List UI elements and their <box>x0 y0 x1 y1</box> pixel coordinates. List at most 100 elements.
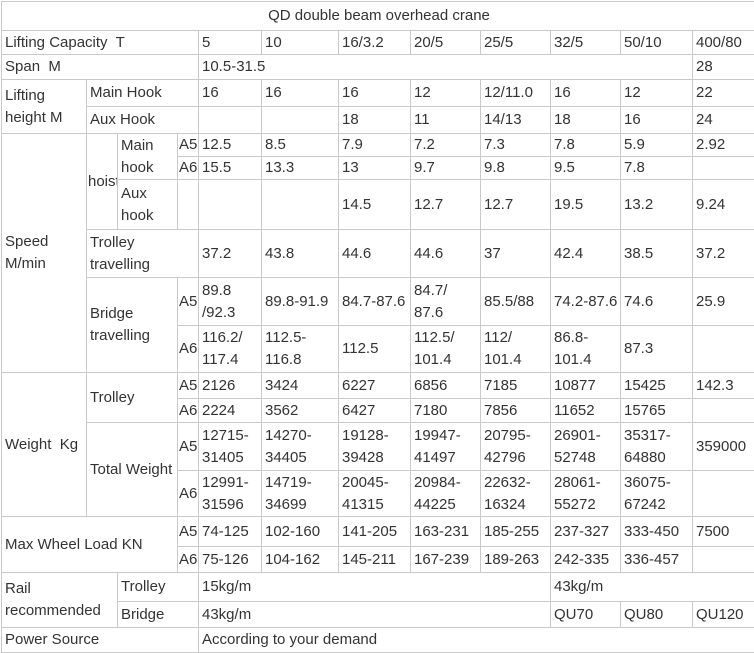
travel-speed-cell <box>693 326 754 373</box>
weight-value-cell: 20984- 44225 <box>411 471 481 517</box>
weight-value-cell: 6227 <box>339 373 411 399</box>
trolley-travelling-row: Trolley travelling 37.2 43.8 44.6 44.6 3… <box>2 230 754 278</box>
capacity-value-cell: 50/10 <box>621 31 693 55</box>
max-wheel-a5-row: Max Wheel Load KN A5 74-125 102-160 141-… <box>2 517 754 547</box>
travel-speed-cell: 87.3 <box>621 326 693 373</box>
rail-bridge-value-cell: 43kg/m <box>199 602 551 628</box>
weight-value-cell: 28061- 55272 <box>551 471 621 517</box>
weight-value-cell: 22632- 16324 <box>481 471 551 517</box>
main-hook-height-row: Lifting height M Main Hook 16 16 16 12 1… <box>2 80 754 107</box>
weight-value-cell: 142.3 <box>693 373 754 399</box>
weight-label-cell: Weight Kg <box>2 373 87 517</box>
travel-speed-cell: 44.6 <box>339 230 411 278</box>
rail-bridge-label-cell: Bridge <box>118 602 199 628</box>
hoist-speed-cell: 13.2 <box>621 180 693 230</box>
main-hook-value-cell: 16 <box>262 80 339 107</box>
wheel-load-cell <box>693 547 754 573</box>
wheel-load-cell: 336-457 <box>621 547 693 573</box>
hoist-label-cell: hoist <box>87 134 118 230</box>
hoist-speed-cell <box>199 180 262 230</box>
wheel-load-cell: 185-255 <box>481 517 551 547</box>
travel-speed-cell: 43.8 <box>262 230 339 278</box>
wheel-load-cell: 104-162 <box>262 547 339 573</box>
total-weight-a5-row: Total Weight A5 12715- 31405 14270- 3440… <box>2 423 754 471</box>
wheel-load-cell: 163-231 <box>411 517 481 547</box>
hoist-speed-cell: 7.8 <box>551 134 621 157</box>
lifting-height-label-cell: Lifting height M <box>2 80 87 134</box>
weight-value-cell: 10877 <box>551 373 621 399</box>
hoist-speed-cell: 12.7 <box>481 180 551 230</box>
weight-value-cell <box>693 471 754 517</box>
hoist-speed-cell: 14.5 <box>339 180 411 230</box>
weight-value-cell: 7185 <box>481 373 551 399</box>
main-hook-label-cell: Main Hook <box>87 80 199 107</box>
power-label-cell: Power Source <box>2 628 199 653</box>
travel-speed-cell: 84.7-87.6 <box>339 278 411 326</box>
weight-value-cell: 2224 <box>199 399 262 423</box>
rail-type-cell: QU80 <box>621 602 693 628</box>
hoist-speed-cell: 7.9 <box>339 134 411 157</box>
title-row: QD double beam overhead crane <box>2 2 754 31</box>
capacity-row: Lifting Capacity T 5 10 16/3.2 20/5 25/5… <box>2 31 754 55</box>
weight-value-cell: 3424 <box>262 373 339 399</box>
hoist-speed-cell: 7.2 <box>411 134 481 157</box>
weight-value-cell: 2126 <box>199 373 262 399</box>
travel-speed-cell: 112.5 <box>339 326 411 373</box>
trolley-weight-a5-row: Weight Kg Trolley A5 2126 3424 6227 6856… <box>2 373 754 399</box>
power-source-row: Power Source According to your demand <box>2 628 754 653</box>
travel-speed-cell: 74.2-87.6 <box>551 278 621 326</box>
bridge-travelling-label-cell: Bridge travelling <box>87 278 178 373</box>
rail-trolley-label-cell: Trolley <box>118 573 199 602</box>
capacity-value-cell: 20/5 <box>411 31 481 55</box>
aux-hook-value-cell: 16 <box>621 107 693 134</box>
main-hook-value-cell: 12/11.0 <box>481 80 551 107</box>
travel-speed-cell: 38.5 <box>621 230 693 278</box>
weight-value-cell: 6427 <box>339 399 411 423</box>
aux-hook-height-row: Aux Hook 18 11 14/13 18 16 24 <box>2 107 754 134</box>
hoist-speed-cell: 7.3 <box>481 134 551 157</box>
travel-speed-cell: 74.6 <box>621 278 693 326</box>
rail-trolley-value-cell: 15kg/m <box>199 573 551 602</box>
travel-speed-cell: 25.9 <box>693 278 754 326</box>
wheel-load-cell: 102-160 <box>262 517 339 547</box>
rail-type-cell: QU120 <box>693 602 754 628</box>
weight-value-cell: 12715- 31405 <box>199 423 262 471</box>
aux-hook-value-cell <box>199 107 262 134</box>
hoist-speed-cell: 12.5 <box>199 134 262 157</box>
weight-value-cell: 15765 <box>621 399 693 423</box>
weight-value-cell: 14270- 34405 <box>262 423 339 471</box>
capacity-value-cell: 16/3.2 <box>339 31 411 55</box>
hoist-main-hook-label-cell: Main hook <box>118 134 178 180</box>
travel-speed-cell: 37.2 <box>199 230 262 278</box>
travel-speed-cell: 116.2/ 117.4 <box>199 326 262 373</box>
weight-value-cell: 15425 <box>621 373 693 399</box>
hoist-speed-cell: 2.92 <box>693 134 754 157</box>
aux-hook-value-cell: 18 <box>339 107 411 134</box>
class-a5-cell: A5 <box>178 517 199 547</box>
rail-label-cell: Rail recommended <box>2 573 118 628</box>
travel-speed-cell: 42.4 <box>551 230 621 278</box>
weight-value-cell: 3562 <box>262 399 339 423</box>
travel-speed-cell: 89.8-91.9 <box>262 278 339 326</box>
aux-hook-value-cell: 18 <box>551 107 621 134</box>
hoist-speed-cell: 13.3 <box>262 157 339 180</box>
wheel-load-cell: 167-239 <box>411 547 481 573</box>
table-title: QD double beam overhead crane <box>2 2 754 31</box>
weight-value-cell: 6856 <box>411 373 481 399</box>
hoist-speed-cell <box>693 157 754 180</box>
hoist-speed-cell: 9.7 <box>411 157 481 180</box>
hoist-aux-hook-label-cell: Aux hook <box>118 180 178 230</box>
capacity-label-cell: Lifting Capacity T <box>2 31 199 55</box>
hoist-speed-cell <box>262 180 339 230</box>
weight-value-cell: 7856 <box>481 399 551 423</box>
travel-speed-cell: 85.5/88 <box>481 278 551 326</box>
hoist-speed-cell: 19.5 <box>551 180 621 230</box>
weight-value-cell: 7180 <box>411 399 481 423</box>
wheel-load-cell: 333-450 <box>621 517 693 547</box>
span-label-cell: Span M <box>2 55 199 80</box>
weight-value-cell: 12991- 31596 <box>199 471 262 517</box>
hoist-speed-cell: 8.5 <box>262 134 339 157</box>
hoist-main-a5-row: Speed M/min hoist Main hook A5 12.5 8.5 … <box>2 134 754 157</box>
weight-value-cell: 19128- 39428 <box>339 423 411 471</box>
class-a6-cell: A6 <box>178 326 199 373</box>
